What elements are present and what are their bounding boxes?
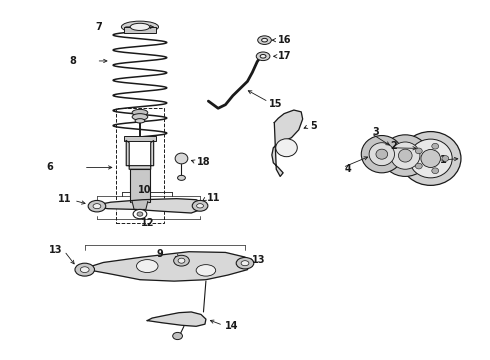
Text: 18: 18 [197, 157, 211, 167]
Ellipse shape [93, 204, 101, 209]
Ellipse shape [432, 168, 439, 174]
Text: 2: 2 [390, 141, 397, 151]
Text: 13: 13 [49, 244, 62, 255]
Ellipse shape [256, 52, 270, 60]
Ellipse shape [258, 36, 271, 44]
Ellipse shape [398, 149, 412, 162]
Ellipse shape [416, 148, 422, 154]
Ellipse shape [177, 175, 185, 180]
Ellipse shape [88, 201, 106, 212]
Ellipse shape [135, 119, 145, 123]
Ellipse shape [432, 143, 439, 149]
Ellipse shape [376, 149, 388, 159]
Text: 3: 3 [372, 127, 379, 137]
Text: 14: 14 [224, 321, 238, 331]
Ellipse shape [192, 201, 208, 211]
Bar [116, 108, 164, 223]
Text: 11: 11 [207, 193, 220, 203]
Ellipse shape [236, 257, 254, 269]
Polygon shape [147, 312, 206, 326]
Ellipse shape [369, 143, 394, 166]
Text: 5: 5 [310, 121, 317, 131]
Text: 1: 1 [440, 155, 446, 165]
Ellipse shape [196, 204, 203, 208]
Ellipse shape [382, 135, 429, 176]
Ellipse shape [260, 54, 266, 58]
Text: 16: 16 [278, 35, 291, 45]
Polygon shape [83, 252, 250, 281]
Text: 17: 17 [278, 51, 291, 61]
Ellipse shape [132, 114, 148, 120]
Text: 9: 9 [156, 248, 163, 258]
Bar [124, 136, 156, 141]
Ellipse shape [130, 23, 150, 31]
Polygon shape [132, 202, 148, 210]
Text: 10: 10 [138, 185, 151, 195]
Ellipse shape [442, 156, 449, 161]
Ellipse shape [400, 132, 461, 185]
Ellipse shape [421, 149, 441, 167]
Ellipse shape [241, 261, 249, 266]
Text: 15: 15 [269, 99, 282, 109]
Text: 8: 8 [70, 56, 76, 66]
Ellipse shape [276, 139, 297, 157]
Text: 12: 12 [141, 218, 154, 228]
Ellipse shape [196, 265, 216, 276]
Text: 4: 4 [344, 163, 351, 174]
Text: 13: 13 [252, 255, 266, 265]
Bar [124, 27, 156, 33]
Text: 11: 11 [58, 194, 72, 204]
Ellipse shape [122, 21, 159, 33]
Polygon shape [96, 199, 203, 213]
Ellipse shape [75, 263, 95, 276]
Text: 7: 7 [95, 22, 102, 32]
Ellipse shape [133, 210, 147, 219]
Ellipse shape [416, 163, 422, 169]
Ellipse shape [132, 109, 148, 116]
Ellipse shape [361, 135, 402, 173]
Ellipse shape [137, 260, 158, 273]
Ellipse shape [409, 139, 452, 178]
Text: 6: 6 [46, 162, 53, 172]
Ellipse shape [262, 39, 268, 42]
Ellipse shape [173, 255, 189, 266]
Ellipse shape [137, 212, 143, 216]
Ellipse shape [175, 153, 188, 164]
Ellipse shape [178, 258, 185, 263]
Polygon shape [126, 140, 154, 169]
Ellipse shape [391, 142, 420, 169]
Bar [130, 169, 150, 202]
Polygon shape [272, 110, 303, 176]
Ellipse shape [172, 332, 182, 339]
Ellipse shape [80, 267, 89, 273]
